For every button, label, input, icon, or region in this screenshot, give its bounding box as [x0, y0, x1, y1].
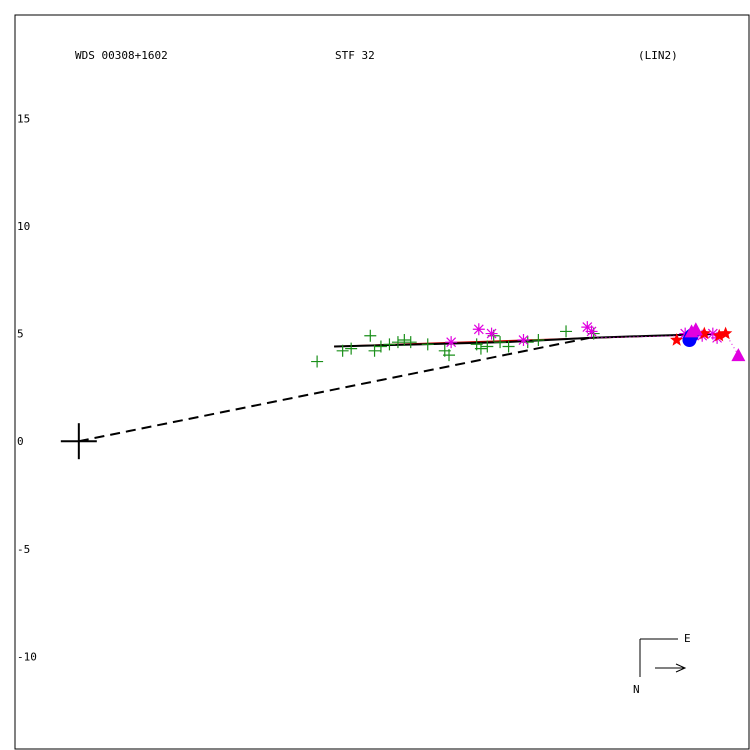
- plus-point: [481, 340, 494, 353]
- y-tick-label: 0: [17, 435, 24, 448]
- compass-east-label: E: [684, 632, 691, 645]
- asterisk-point: [472, 323, 485, 336]
- y-tick-label: -5: [17, 543, 30, 556]
- asterisk-point: [485, 327, 498, 340]
- y-tick-label: 15: [17, 112, 30, 125]
- plus-point: [345, 342, 358, 355]
- compass-north-label: N: [633, 683, 640, 696]
- line-of-nodes: [78, 336, 590, 443]
- plus-point: [336, 344, 349, 357]
- plus-point: [494, 336, 507, 349]
- plus-point: [443, 349, 456, 362]
- direction-arrow-head: [675, 663, 687, 673]
- plus-point: [404, 336, 417, 349]
- star-point: [712, 328, 726, 342]
- plus-point: [364, 329, 377, 342]
- triangle-point: [688, 322, 703, 336]
- header-system-name: STF 32: [335, 49, 375, 62]
- observations: [311, 321, 746, 368]
- star-point: [697, 326, 711, 340]
- header-wds-id: WDS 00308+1602: [75, 49, 168, 62]
- orbit-curve: [334, 332, 726, 348]
- plus-point: [311, 355, 324, 368]
- y-tick-label: 5: [17, 328, 24, 341]
- plus-point: [502, 340, 515, 353]
- star-point: [670, 333, 684, 346]
- plus-point: [532, 334, 545, 347]
- header-grade: (LIN2): [638, 49, 678, 62]
- y-tick-label: 10: [17, 220, 30, 233]
- plus-point: [398, 334, 411, 347]
- y-axis-ticks: 15 10 5 0 -5 -10: [17, 112, 37, 663]
- plus-point: [560, 325, 573, 338]
- plus-point: [421, 338, 434, 351]
- asterisk-point: [585, 325, 598, 338]
- triangle-point: [731, 348, 746, 362]
- plus-point: [383, 338, 396, 351]
- plus-point: [368, 344, 381, 357]
- plot-frame: [14, 14, 750, 750]
- asterisk-point: [445, 336, 458, 349]
- plus-point: [474, 342, 487, 355]
- asterisk-point: [517, 334, 530, 347]
- plus-point: [374, 340, 387, 353]
- orbit-lines: [60, 332, 739, 460]
- plus-point: [391, 336, 404, 349]
- compass: E N: [633, 632, 691, 696]
- star-point: [718, 326, 733, 340]
- y-tick-label: -10: [17, 650, 37, 663]
